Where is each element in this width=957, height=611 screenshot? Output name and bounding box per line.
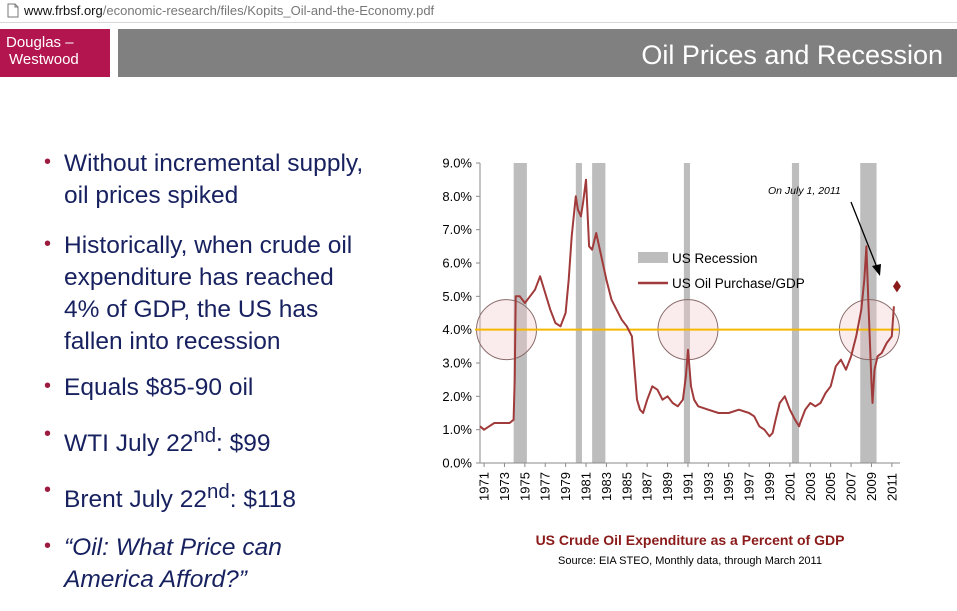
bullet-text-tail: : $118 (229, 486, 297, 514)
recession-bar (575, 163, 582, 463)
bullet-dot: • (44, 479, 52, 502)
bullet-text-tail: : $99 (216, 430, 271, 458)
x-tick-label: 1993 (701, 472, 716, 501)
annotation-arrow-head (872, 264, 881, 276)
bullet-item: • Historically, when crude oil expenditur… (44, 230, 374, 358)
bullet-text-main: WTI July 22 (64, 430, 194, 458)
bullet-dot: • (44, 375, 52, 397)
x-tick-label: 2005 (823, 472, 838, 501)
chart-source: Source: EIA STEO, Monthly data, through … (558, 555, 822, 567)
y-tick-label: 0.0% (442, 456, 472, 471)
bullet-item: • Equals $85-90 oil (44, 372, 374, 404)
bullet-dot: • (44, 423, 52, 445)
logo-line-2: Westwood (9, 51, 79, 68)
x-tick-label: 1977 (538, 472, 553, 501)
bullet-item: • Brent July 22nd: $118 (44, 476, 374, 516)
bullet-text-main: Brent July 22 (64, 486, 207, 514)
x-tick-label: 2009 (864, 472, 879, 501)
y-tick-label: 7.0% (442, 222, 472, 237)
slide-title-bar: Oil Prices and Recession (118, 29, 957, 77)
bullet-dot: • (44, 535, 52, 558)
recession-bar (791, 163, 800, 463)
recession-bar (592, 163, 606, 463)
browser-url-bar[interactable]: www.frbsf.org/economic-research/files/Ko… (0, 0, 957, 23)
y-tick-label: 2.0% (442, 389, 472, 404)
bullet-text: Historically, when crude oil expenditure… (64, 232, 353, 355)
x-tick-label: 1985 (619, 472, 634, 501)
bullet-item: • WTI July 22nd: $99 (44, 420, 374, 460)
y-tick-label: 9.0% (442, 156, 472, 171)
logo-line-1: Douglas – (6, 34, 74, 51)
x-tick-label: 1995 (721, 472, 736, 501)
x-tick-label: 1999 (762, 472, 777, 501)
url-text[interactable]: www.frbsf.org/economic-research/files/Ko… (24, 3, 434, 18)
x-tick-label: 1975 (517, 472, 532, 501)
bullet-item: • Without incremental supply, oil prices … (44, 148, 374, 212)
bullet-text: Brent July 22nd: $118 (64, 481, 297, 514)
x-tick-label: 1989 (660, 472, 675, 501)
y-tick-label: 6.0% (442, 256, 472, 271)
latest-point-marker (892, 280, 901, 293)
oil-gdp-chart: 0.0% 1.0% 2.0% 3.0% 4.0% 5.0% 6.0% 7.0% 8.0% 9.0%… (442, 156, 901, 501)
legend-swatch-recession (638, 252, 668, 263)
legend-label-oil: US Oil Purchase/GDP (672, 276, 805, 291)
recession-bar (513, 163, 527, 463)
y-tick-label: 3.0% (442, 356, 472, 371)
recession-bar (683, 163, 690, 463)
x-tick-label: 1981 (579, 472, 594, 501)
company-logo: Douglas – Westwood (0, 29, 110, 77)
x-tick-label: 1991 (680, 472, 695, 501)
x-tick-label: 1973 (497, 472, 512, 501)
x-tick-label: 2011 (884, 473, 899, 501)
bullet-text: Without incremental supply, oil prices s… (64, 150, 364, 209)
x-tick-label: 1987 (640, 472, 655, 501)
x-tick-label: 2001 (782, 472, 797, 501)
annotation-label: On July 1, 2011 (768, 185, 841, 197)
bullet-text: “Oil: What Price can America Afford?” (64, 534, 282, 594)
bullet-dot: • (44, 233, 52, 255)
x-tick-label: 1983 (599, 472, 614, 501)
bullet-superscript: nd (207, 481, 230, 504)
oil-purchase-gdp-line (479, 178, 895, 438)
bullet-dot: • (44, 151, 52, 173)
x-tick-label: 1979 (558, 472, 573, 501)
bullet-text: Equals $85-90 oil (64, 374, 254, 401)
bullet-list: • Without incremental supply, oil prices … (44, 148, 374, 596)
y-tick-label: 1.0% (442, 422, 472, 437)
slide-title: Oil Prices and Recession (641, 40, 943, 70)
x-tick-label: 2003 (803, 472, 818, 501)
legend-label-recession: US Recession (672, 251, 758, 266)
chart-title: US Crude Oil Expenditure as a Percent of… (535, 532, 845, 548)
x-tick-label: 1971 (477, 472, 492, 501)
bullet-text: WTI July 22nd: $99 (64, 425, 271, 458)
url-path: /economic-research/files/Kopits_Oil-and-… (102, 3, 435, 18)
y-tick-label: 4.0% (442, 322, 472, 337)
page-icon (7, 3, 19, 18)
url-host: www.frbsf.org (24, 3, 103, 18)
bullet-item: • “Oil: What Price can America Afford?” (44, 532, 374, 596)
y-tick-label: 8.0% (442, 189, 472, 204)
bullet-superscript: nd (193, 425, 217, 447)
x-tick-label: 2007 (844, 472, 859, 501)
y-tick-label: 5.0% (442, 289, 472, 304)
annotation-arrow-line (850, 201, 879, 271)
x-tick-label: 1997 (742, 472, 757, 501)
